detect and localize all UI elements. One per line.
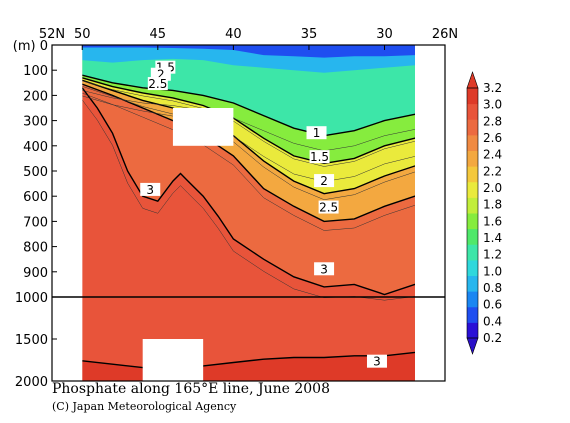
colorbar-frame xyxy=(466,87,479,339)
y-tick-label-12: 2000 xyxy=(15,375,48,390)
missing-data-boxes xyxy=(53,45,445,381)
contour-label-8: 3 xyxy=(320,262,328,276)
colorbar-bottom-arrow xyxy=(466,337,479,355)
chart-title: Phosphate along 165°E line, June 2008 xyxy=(52,381,330,397)
colorbar-label-5: 1.2 xyxy=(483,248,502,262)
contour-label-5: 2 xyxy=(320,174,328,188)
colorbar-swatch-12 xyxy=(467,134,478,151)
contour-label-1: 2 xyxy=(157,68,165,82)
contour-label-bg-7 xyxy=(140,182,161,196)
contour-label-bg-4 xyxy=(309,150,330,164)
colorbar-swatch-10 xyxy=(467,166,478,183)
contour-minor-1 xyxy=(82,80,415,167)
y-tick-label-8: 800 xyxy=(23,241,48,256)
colorbar-label-4: 1.0 xyxy=(483,264,502,278)
colorbar-label-1: 0.4 xyxy=(483,314,502,328)
contour-label-3: 1 xyxy=(313,126,321,140)
colorbar-swatch-7 xyxy=(467,213,478,230)
contour-label-4: 1.5 xyxy=(310,150,329,164)
colorbar-swatch-11 xyxy=(467,150,478,167)
contour-minor-2 xyxy=(82,86,415,200)
x-tick-label-3: 40 xyxy=(225,27,242,42)
contour-label-bg-8 xyxy=(314,262,335,276)
y-tick-label-1: 100 xyxy=(23,64,48,79)
contour-label-7: 3 xyxy=(146,183,154,197)
x-tick-label-2: 45 xyxy=(150,27,167,42)
colorbar-label-2: 0.6 xyxy=(483,298,502,312)
x-tick-label-5: 30 xyxy=(376,27,393,42)
contour-lines xyxy=(82,74,415,369)
colorbar-swatch-2 xyxy=(467,291,478,308)
contour-label-bg-5 xyxy=(314,174,335,188)
contour-4 xyxy=(82,87,415,296)
colorbar-label-3: 0.8 xyxy=(483,281,502,295)
x-tick-label-4: 35 xyxy=(301,27,318,42)
y-tick-label-5: 500 xyxy=(23,165,48,180)
concentration-fill xyxy=(82,45,415,381)
y-tick-label-6: 600 xyxy=(23,190,48,205)
y-tick-label-2: 200 xyxy=(23,89,48,104)
colorbar-label-0: 0.2 xyxy=(483,331,502,345)
contour-2 xyxy=(82,79,415,195)
colorbar-swatch-9 xyxy=(467,181,478,198)
contour-label-bg-6 xyxy=(318,200,339,214)
contour-minor-6 xyxy=(82,95,415,182)
contour-1 xyxy=(82,77,415,165)
x-tick-label-0: 52N xyxy=(39,27,65,42)
y-tick-label-7: 700 xyxy=(23,215,48,230)
x-tick-label-1: 50 xyxy=(74,27,91,42)
colorbar: 0.2 0.4 0.6 0.8 1.0 1.2 1.4 1.6 1.8 2.0 2.2 2.4 2.6 2… xyxy=(466,71,502,355)
colorbar-swatch-1 xyxy=(467,306,478,323)
colorbar-label-13: 2.8 xyxy=(483,114,502,128)
colorbar-swatch-13 xyxy=(467,119,478,136)
contour-label-bg-3 xyxy=(306,126,327,140)
colorbar-label-8: 1.8 xyxy=(483,198,502,212)
contour-label-9: 3 xyxy=(373,355,381,369)
x-tick-label-6: 26N xyxy=(432,27,458,42)
fill-band-0.4 xyxy=(82,45,415,58)
colorbar-label-6: 1.4 xyxy=(483,231,502,245)
axes: 52N 50 45 40 35 30 26N (m) 0 100 200 300 400 500 600 7… xyxy=(13,27,458,390)
colorbar-swatch-0 xyxy=(467,322,478,339)
colorbar-swatch-8 xyxy=(467,197,478,214)
y-tick-label-9: 900 xyxy=(23,266,48,281)
chart-credit: (C) Japan Meteorological Agency xyxy=(52,400,237,413)
y-tick-label-3: 300 xyxy=(23,115,48,130)
colorbar-label-14: 3.0 xyxy=(483,98,502,112)
contour-label-bg-2 xyxy=(147,77,168,91)
colorbar-label-9: 2.0 xyxy=(483,181,502,195)
missing-data-box-1 xyxy=(142,339,204,381)
colorbar-label-7: 1.6 xyxy=(483,214,502,228)
contour-minor-5 xyxy=(82,90,415,152)
plot-frame xyxy=(51,44,446,382)
contour-label-bg-9 xyxy=(366,354,387,368)
unsampled-south xyxy=(438,45,445,381)
y-tick-label-10: 1000 xyxy=(15,291,48,306)
colorbar-top-arrow xyxy=(466,71,479,89)
colorbar-swatch-14 xyxy=(467,103,478,120)
colorbar-swatch-6 xyxy=(467,228,478,245)
colorbar-label-11: 2.4 xyxy=(483,148,502,162)
colorbar-label-15: 3.2 xyxy=(483,81,502,95)
colorbar-swatch-15 xyxy=(467,88,478,105)
contour-label-2: 2.5 xyxy=(148,77,167,91)
missing-data-box-0 xyxy=(172,108,234,146)
colorbar-swatch-4 xyxy=(467,259,478,276)
colorbar-swatch-3 xyxy=(467,275,478,292)
y-tick-label-4: 400 xyxy=(23,140,48,155)
y-tick-label-11: 1500 xyxy=(15,333,48,348)
colorbar-label-10: 2.2 xyxy=(483,164,502,178)
contour-label-6: 2.5 xyxy=(319,201,338,215)
colorbar-swatch-5 xyxy=(467,244,478,261)
unsampled-north xyxy=(53,45,83,381)
contour-minor-3 xyxy=(82,92,415,231)
contour-0 xyxy=(82,74,415,137)
colorbar-label-12: 2.6 xyxy=(483,131,502,145)
contour-3 xyxy=(82,83,415,223)
y-tick-label-0: (m) 0 xyxy=(13,39,48,54)
